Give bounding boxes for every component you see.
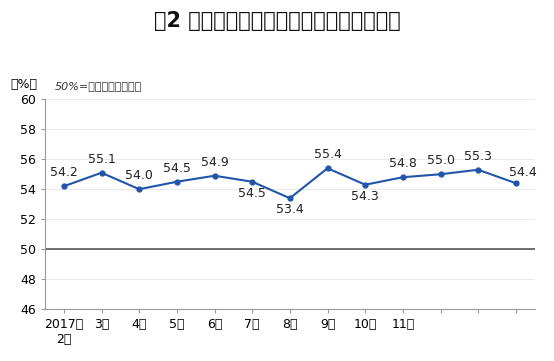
- Text: 54.4: 54.4: [509, 166, 537, 179]
- Text: 53.4: 53.4: [276, 203, 304, 216]
- Text: 54.5: 54.5: [238, 187, 266, 200]
- Text: 55.0: 55.0: [427, 154, 454, 167]
- Text: 54.8: 54.8: [389, 157, 417, 170]
- Text: 54.3: 54.3: [351, 190, 379, 203]
- Text: 50%=与上月比较无变化: 50%=与上月比较无变化: [55, 81, 142, 91]
- Text: 54.2: 54.2: [50, 166, 78, 179]
- Text: 图2 非制造业商务活动指数（经季节调整）: 图2 非制造业商务活动指数（经季节调整）: [153, 11, 401, 31]
- Text: （%）: （%）: [11, 78, 38, 91]
- Text: 55.3: 55.3: [464, 150, 492, 163]
- Text: 54.0: 54.0: [125, 169, 153, 182]
- Text: 55.1: 55.1: [88, 153, 115, 166]
- Text: 54.5: 54.5: [163, 162, 191, 175]
- Text: 54.9: 54.9: [201, 156, 228, 169]
- Text: 55.4: 55.4: [314, 148, 341, 161]
